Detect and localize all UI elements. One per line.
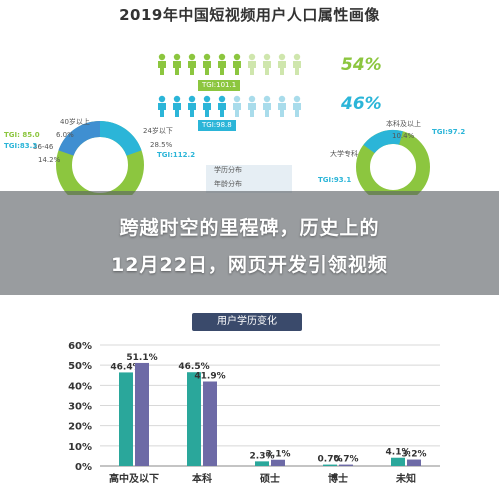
bar <box>187 372 201 466</box>
education-donut <box>356 129 430 195</box>
age-donut-segment-young <box>99 120 142 157</box>
data-label: 2.3% <box>250 451 275 461</box>
data-label: 3.2% <box>402 450 427 460</box>
male-person-icon <box>158 53 166 75</box>
bar <box>407 459 421 466</box>
age-label-under24-pct: 28.5% <box>150 141 173 149</box>
female-person-icon <box>158 95 166 117</box>
male-tgi-badge: TGI:101.1 <box>198 80 241 91</box>
female-person-icon <box>263 95 271 117</box>
male-person-icon <box>248 53 256 75</box>
age-donut-segment-old <box>58 120 101 157</box>
headline-line-2: 12月22日，网页开发引领视频 <box>111 254 388 276</box>
data-label: 0.7% <box>334 455 359 465</box>
male-person-icon <box>233 53 241 75</box>
male-person-icon <box>278 53 286 75</box>
data-label: 51.1% <box>126 353 157 363</box>
bar <box>271 459 285 466</box>
edu-donut-segment-bachelor <box>363 129 403 154</box>
bar <box>135 362 149 466</box>
age-label-36-46-pct: 14.2% <box>38 156 61 164</box>
center-label-edu: 学历分布 <box>214 166 242 174</box>
female-person-icon <box>248 95 256 117</box>
y-tick-label: 10% <box>68 442 92 453</box>
age-label-over40-pct: 6.0% <box>56 131 74 139</box>
female-person-icon <box>233 95 241 117</box>
female-person-icon <box>218 95 226 117</box>
male-person-icon <box>203 53 211 75</box>
bar <box>391 457 405 466</box>
female-person-icon <box>278 95 286 117</box>
male-person-icon <box>173 53 181 75</box>
age-label-over40: 40岁以上 <box>60 118 90 126</box>
x-tick-label: 未知 <box>395 472 416 485</box>
y-tick-label: 60% <box>68 341 92 352</box>
female-icons-row <box>156 95 303 117</box>
headline-banner <box>0 191 499 295</box>
data-label: 3.1% <box>266 450 291 460</box>
x-tick-label: 高中及以下 <box>109 472 159 485</box>
bar <box>255 461 269 466</box>
bar <box>339 464 353 466</box>
female-percentage: 46% <box>341 94 382 114</box>
age-tgi-2: TGI:83.3 <box>4 142 38 150</box>
y-tick-label: 50% <box>68 361 92 372</box>
data-label: 0.7% <box>318 455 343 465</box>
data-label: 46.4% <box>110 362 141 372</box>
male-person-icon <box>263 53 271 75</box>
male-icons-row <box>156 53 303 75</box>
edu-label-bachelor-pct: 10.4% <box>392 132 415 140</box>
age-tgi-1: TGI: 85.0 <box>4 131 40 139</box>
male-person-icon <box>188 53 196 75</box>
age-donut <box>56 120 144 195</box>
male-person-icon <box>218 53 226 75</box>
x-tick-label: 本科 <box>192 472 212 485</box>
y-tick-label: 30% <box>68 402 92 413</box>
edu-tgi-2: TGI:93.1 <box>318 176 352 184</box>
y-tick-label: 0% <box>75 462 92 473</box>
center-label-age: 年龄分布 <box>214 180 242 188</box>
age-label-36-46: 36-46 <box>33 143 54 151</box>
bar <box>119 372 133 466</box>
center-label-panel <box>206 165 292 193</box>
bar <box>203 381 217 466</box>
male-percentage: 54% <box>341 55 382 75</box>
data-label: 41.9% <box>194 372 225 382</box>
chart-title: 用户学历变化 <box>192 313 302 331</box>
x-tick-label: 博士 <box>328 472 348 485</box>
edu-tgi-1: TGI:97.2 <box>432 128 466 136</box>
edu-label-bachelor: 本科及以上 <box>386 120 421 128</box>
female-person-icon <box>188 95 196 117</box>
y-tick-label: 40% <box>68 381 92 392</box>
donut-charts <box>56 120 430 195</box>
bar <box>323 464 337 466</box>
female-person-icon <box>203 95 211 117</box>
female-person-icon <box>173 95 181 117</box>
female-person-icon <box>293 95 301 117</box>
female-tgi-badge: TGI:98.8 <box>198 120 236 131</box>
x-tick-label: 硕士 <box>260 472 280 485</box>
edu-label-college: 大学专科 <box>330 150 358 158</box>
education-bar-chart: 0% 10% 20% 30% 40% 50% 60% 46.4%51.1% 高中及以下 46.5%… <box>68 341 440 485</box>
age-tgi-3: TGI:112.2 <box>157 151 196 159</box>
headline-line-1: 跨越时空的里程碑，历史上的 <box>119 217 380 239</box>
data-label: 4.1% <box>386 448 411 458</box>
male-person-icon <box>293 53 301 75</box>
infographic-title: 2019年中国短视频用户人口属性画像 <box>119 6 380 24</box>
age-label-under24: 24岁以下 <box>143 127 173 135</box>
data-label: 46.5% <box>178 362 209 372</box>
y-tick-label: 20% <box>68 422 92 433</box>
